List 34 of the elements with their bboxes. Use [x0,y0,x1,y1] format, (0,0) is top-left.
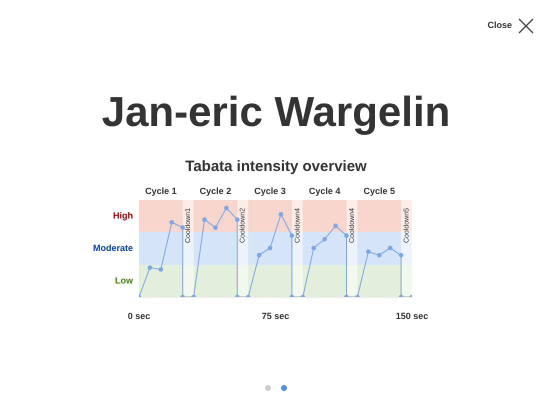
point [268,246,272,250]
point [311,246,316,250]
point [224,206,229,210]
point [290,233,294,238]
point [180,225,185,230]
point [322,236,327,242]
text: Cycle 1 [145,186,177,196]
point [333,224,338,228]
chart-title: Tabata intensity overview [184,158,368,175]
point [158,267,164,272]
point [202,217,207,222]
text: Cycle 4 [308,186,340,196]
point [398,252,404,258]
text: Cycle 5 [363,186,396,196]
point [278,212,284,217]
point [388,246,392,250]
point [366,249,371,254]
band-label: Low [115,275,134,286]
band-label: High [113,210,133,221]
x-tick-label: 0 sec [128,310,150,321]
point [148,265,152,270]
point [344,233,349,238]
point [169,220,174,225]
band-label: Moderate [92,242,133,253]
text: Cycle 2 [200,186,232,196]
text: Cycle 3 [254,186,286,196]
point [234,217,240,222]
point [256,252,262,258]
point [213,225,218,230]
text: Jan-eric Wargelin [100,88,452,136]
x-tick-label: 75 sec [262,310,290,321]
x-tick-label: 150 sec [396,310,428,321]
text: Close [487,20,512,30]
point [376,252,382,258]
